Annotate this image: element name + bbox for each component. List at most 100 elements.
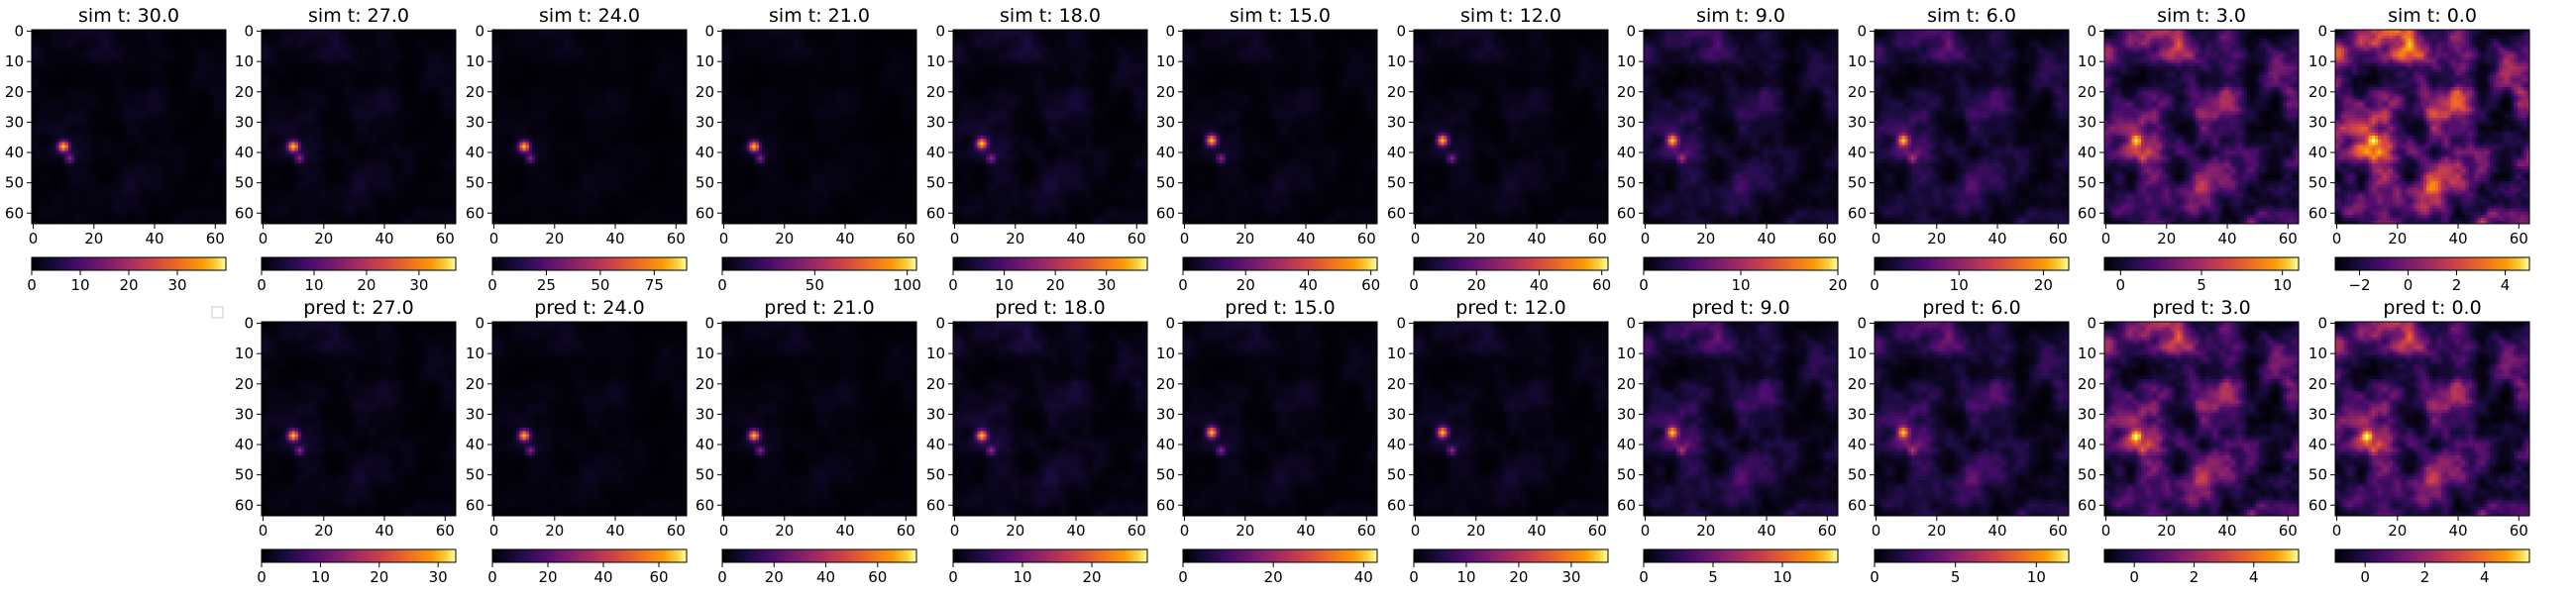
y-tick-label: 50: [2308, 466, 2327, 484]
y-tick-label: 50: [466, 466, 484, 484]
colorbar-tick-label: 20: [1509, 568, 1528, 586]
y-tick-label: 10: [1387, 52, 1406, 70]
colorbar-tick-label: 10: [1772, 568, 1791, 586]
y-tick-label: 10: [1848, 52, 1867, 70]
y-tick-label: 60: [1156, 496, 1175, 514]
y-tick-label: 40: [696, 144, 714, 161]
y-tick-label: 60: [466, 204, 484, 222]
y-tick-label: 10: [926, 52, 945, 70]
y-tick-label: 30: [2308, 113, 2327, 131]
colorbar: [491, 548, 688, 563]
y-tick-label: 40: [696, 436, 714, 453]
x-tick-label: 20: [1006, 230, 1024, 248]
panel-title: sim t: 3.0: [2157, 5, 2246, 27]
y-tick-label: 50: [926, 174, 945, 192]
colorbar: [1413, 256, 1609, 271]
y-tick-label: 30: [1617, 405, 1636, 423]
y-tick-label: 50: [2078, 174, 2096, 192]
colorbar-tick-label: 40: [593, 568, 612, 586]
x-tick-label: 40: [2217, 230, 2236, 248]
x-tick-label: 40: [835, 230, 854, 248]
heatmap-panel: sim t: 3.0 0 10 20 30 40 50 60 0 20 40 60 0 5 10: [2078, 5, 2300, 294]
colorbar-tick-label: 10: [304, 276, 323, 294]
y-tick-label: 30: [696, 405, 714, 423]
y-tick-label: 0: [704, 23, 714, 41]
x-tick-label: 40: [1066, 230, 1085, 248]
heatmap-panel: pred t: 15.0 0 10 20 30 40 50 60 0 20 40 60 0 20 40: [1156, 297, 1378, 586]
colorbar-tick-label: 40: [1299, 276, 1318, 294]
x-tick-label: 60: [1357, 230, 1376, 248]
y-tick-label: 60: [1156, 204, 1175, 222]
x-tick-label: 60: [1588, 230, 1607, 248]
y-tick-label: 50: [5, 174, 24, 192]
x-tick-label: 60: [2510, 522, 2528, 540]
y-tick-label: 20: [5, 83, 24, 101]
heatmap-image: [1644, 30, 1838, 224]
colorbar-tick-label: 20: [119, 276, 138, 294]
y-tick-label: 10: [1387, 345, 1406, 362]
y-tick-label: 20: [2308, 375, 2327, 393]
y-tick-label: 0: [1396, 315, 1406, 333]
heatmap-panel: sim t: 27.0 0 10 20 30 40 50 60 0 20 40 60 0 10 20 30: [235, 5, 457, 294]
colorbar-tick-label: 10: [70, 276, 89, 294]
colorbar-tick-label: 0: [717, 276, 727, 294]
y-tick-label: 20: [235, 83, 254, 101]
y-tick-label: 40: [2078, 436, 2096, 453]
colorbar-tick-label: 0: [717, 568, 727, 586]
axes-frame: [1874, 321, 2070, 517]
y-tick-label: 0: [704, 315, 714, 333]
y-tick-label: 10: [2078, 52, 2096, 70]
y-tick-label: 0: [2087, 315, 2096, 333]
colorbar-tick-label: 5: [1708, 568, 1718, 586]
axes-frame: [721, 321, 917, 517]
y-tick-label: 30: [2078, 405, 2096, 423]
y-tick-label: 20: [2308, 83, 2327, 101]
axes-frame: [491, 321, 688, 517]
colorbar: [1874, 256, 2070, 271]
axes-frame: [2334, 321, 2530, 517]
axes-frame: [491, 29, 688, 225]
colorbar-tick-label: 10: [2027, 568, 2046, 586]
y-tick-label: 30: [466, 113, 484, 131]
heatmap-panel: sim t: 12.0 0 10 20 30 40 50 60 0 20 40 60 0 20 40 60: [1387, 5, 1611, 294]
y-tick-label: 10: [1848, 345, 1867, 362]
heatmap-image: [1875, 30, 2069, 224]
x-tick-label: 20: [545, 522, 564, 540]
y-tick-label: 0: [1396, 23, 1406, 41]
y-tick-label: 50: [696, 466, 714, 484]
x-tick-label: 20: [314, 230, 333, 248]
y-tick-label: 30: [1156, 405, 1175, 423]
panel-title: pred t: 9.0: [1691, 297, 1789, 319]
panel-title: pred t: 15.0: [1225, 297, 1335, 319]
colorbar: [2334, 256, 2530, 271]
colorbar-tick-label: 0: [27, 276, 37, 294]
colorbar-tick-label: 0: [257, 568, 267, 586]
x-tick-label: 20: [1696, 522, 1715, 540]
y-tick-label: 50: [1617, 174, 1636, 192]
y-tick-label: 10: [2308, 345, 2327, 362]
panel-title: pred t: 24.0: [534, 297, 644, 319]
y-tick-label: 60: [696, 204, 714, 222]
y-tick-label: 0: [475, 315, 484, 333]
colorbar: [721, 256, 917, 271]
y-tick-label: 40: [2308, 436, 2327, 453]
heatmap-panel: pred t: 3.0 0 10 20 30 40 50 60 0 20 40 60 0 2 4: [2078, 297, 2300, 586]
x-tick-label: 0: [259, 230, 268, 248]
axes-frame: [952, 321, 1148, 517]
colorbar-tick-label: 0: [948, 568, 958, 586]
y-tick-label: 60: [1848, 204, 1867, 222]
y-tick-label: 20: [926, 375, 945, 393]
colorbar-tick-label: 2: [2190, 568, 2200, 586]
colorbar-tick-label: 40: [1354, 568, 1373, 586]
y-tick-label: 20: [235, 375, 254, 393]
y-tick-label: 0: [1626, 315, 1636, 333]
y-tick-label: 0: [475, 23, 484, 41]
y-tick-label: 10: [5, 52, 24, 70]
axes-frame: [1413, 29, 1609, 225]
y-tick-label: 60: [696, 496, 714, 514]
axes-frame: [1643, 29, 1839, 225]
x-tick-label: 20: [84, 230, 103, 248]
x-tick-label: 20: [775, 230, 794, 248]
panel-title: sim t: 9.0: [1696, 5, 1785, 27]
y-tick-label: 30: [1387, 113, 1406, 131]
